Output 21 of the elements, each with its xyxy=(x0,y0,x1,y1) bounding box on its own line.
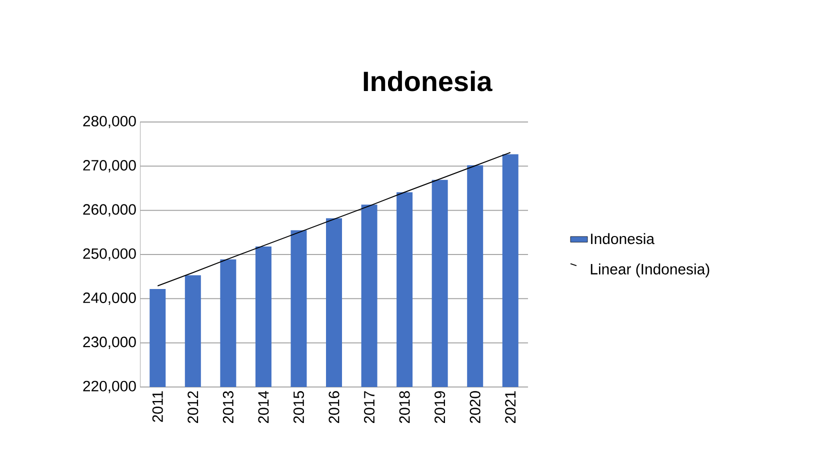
y-tick-label: 240,000 xyxy=(83,292,136,305)
x-tick-label: 2019 xyxy=(434,391,446,424)
y-tick-label: 270,000 xyxy=(83,160,136,172)
y-tick-label: 230,000 xyxy=(83,336,136,349)
x-tick-label: 2021 xyxy=(505,391,516,424)
chart-title: Indonesia xyxy=(364,70,492,92)
y-tick-label: 250,000 xyxy=(83,248,136,261)
x-tick-label: 2015 xyxy=(293,391,304,424)
y-tick-label: 280,000 xyxy=(83,116,136,128)
x-tick-label: 2016 xyxy=(328,391,340,424)
x-tick-label: 2013 xyxy=(222,391,234,424)
x-tick-label: 2014 xyxy=(258,390,269,424)
x-tick-label: 2020 xyxy=(470,391,480,424)
x-tick-label: 2018 xyxy=(399,391,410,424)
x-tick-label: 2017 xyxy=(364,391,375,424)
legend-label: Linear (Indonesia) xyxy=(590,263,710,278)
y-tick-label: 220,000 xyxy=(83,380,136,394)
legend-label: Indonesia xyxy=(591,233,654,244)
x-tick-label: 2011 xyxy=(152,391,163,422)
y-tick-label: 260,000 xyxy=(83,204,136,216)
x-tick-label: 2012 xyxy=(188,391,198,424)
